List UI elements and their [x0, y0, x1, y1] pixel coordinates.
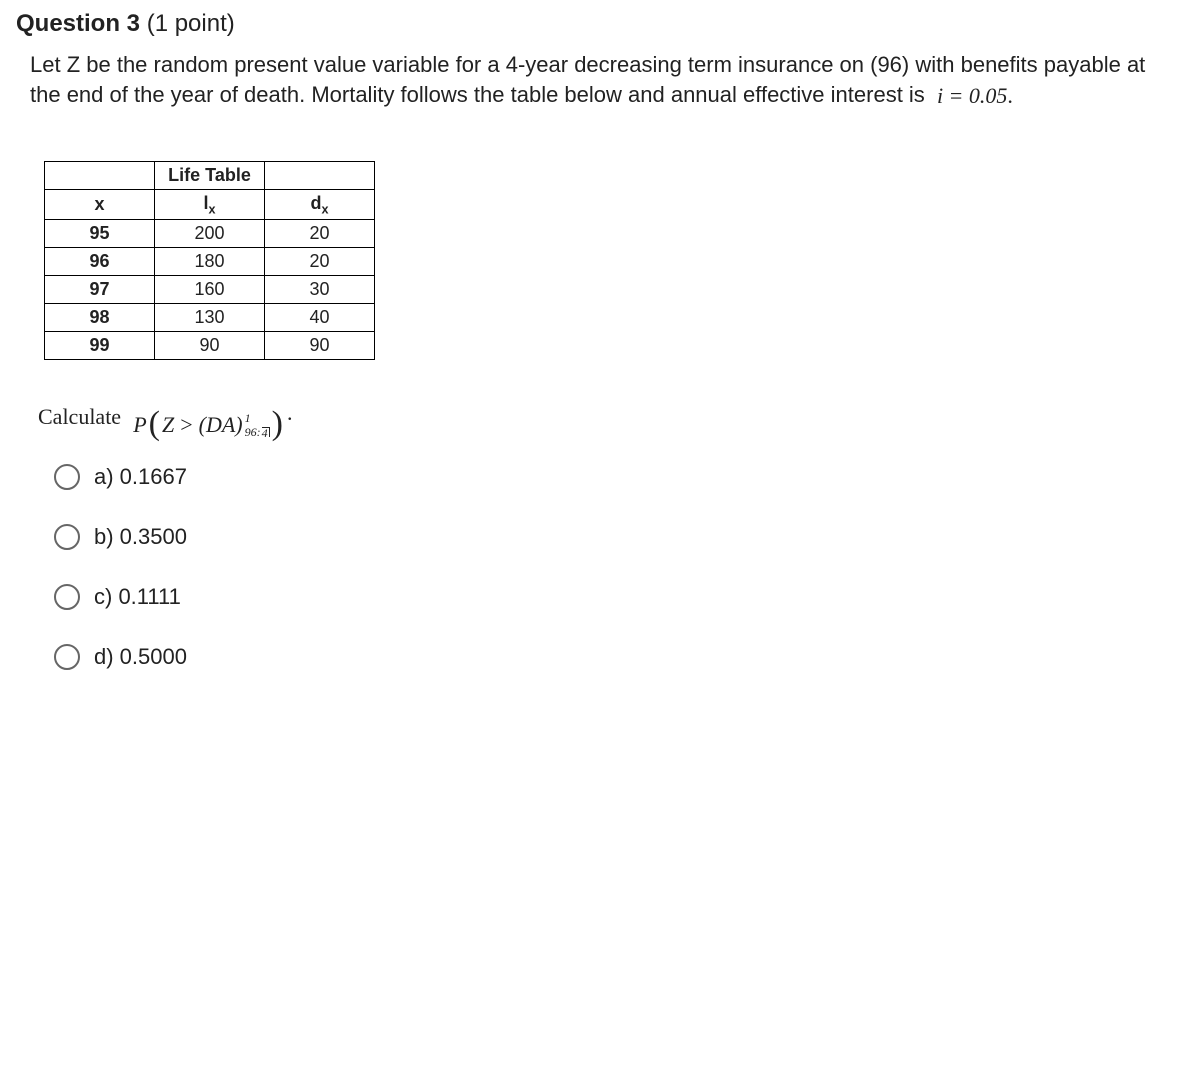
table-row: 99 90 90 [45, 332, 375, 360]
table-row: 95 200 20 [45, 220, 375, 248]
calculate-label: Calculate [38, 404, 121, 429]
col-header-dx: dx [265, 189, 375, 220]
table-row: 98 130 40 [45, 304, 375, 332]
table-row: 97 160 30 [45, 276, 375, 304]
interest-formula: i = 0.05. [937, 81, 1013, 111]
radio-icon[interactable] [54, 464, 80, 490]
calculate-line: Calculate P ( Z > (DA) 1 96:4 ) [38, 400, 1166, 434]
life-table-title: Life Table [155, 161, 265, 189]
option-label: d) 0.5000 [94, 644, 187, 670]
option-a[interactable]: a) 0.1667 [54, 464, 1166, 490]
radio-icon[interactable] [54, 584, 80, 610]
probability-expression: P ( Z > (DA) 1 96:4 ) [133, 408, 290, 442]
question-header: Question 3 (1 point) [16, 10, 1166, 38]
question-prompt: Let Z be the random present value variab… [30, 50, 1166, 111]
col-header-x: x [45, 189, 155, 220]
question-points: (1 point) [147, 10, 235, 37]
option-d[interactable]: d) 0.5000 [54, 644, 1166, 670]
option-label: a) 0.1667 [94, 464, 187, 490]
col-header-lx: lx [155, 189, 265, 220]
option-c[interactable]: c) 0.1111 [54, 584, 1166, 610]
option-label: c) 0.1111 [94, 584, 181, 610]
question-number: Question 3 [16, 10, 140, 37]
option-label: b) 0.3500 [94, 524, 187, 550]
table-row: 96 180 20 [45, 248, 375, 276]
radio-icon[interactable] [54, 644, 80, 670]
option-b[interactable]: b) 0.3500 [54, 524, 1166, 550]
life-table: Life Table x lx dx 95 200 20 96 180 20 9… [44, 161, 375, 361]
radio-icon[interactable] [54, 524, 80, 550]
answer-options: a) 0.1667 b) 0.3500 c) 0.1111 d) 0.5000 [54, 464, 1166, 670]
